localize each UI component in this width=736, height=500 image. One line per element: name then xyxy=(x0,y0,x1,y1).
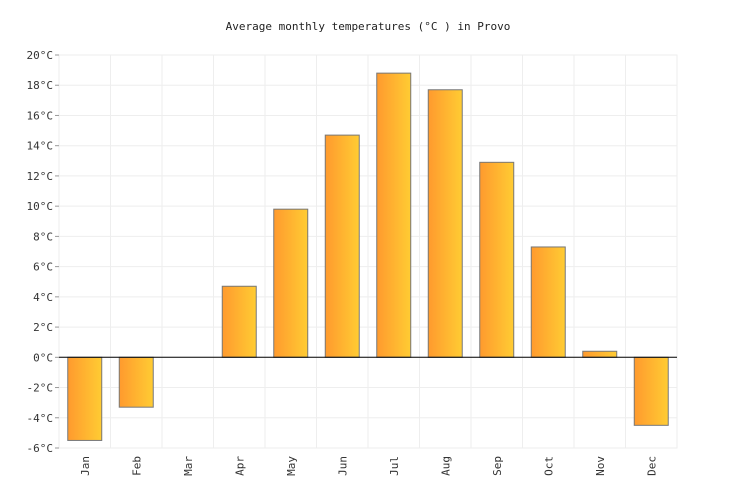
bar-nov xyxy=(582,350,618,358)
y-tick-label: 14°C xyxy=(27,140,54,153)
x-tick-label: Apr xyxy=(233,456,246,476)
axis-layer: 20°C 18°C 16°C 14°C 12°C 10°C 8°C 6°C 4°C 2°C 0°C -… xyxy=(27,49,677,476)
x-tick-label: Nov xyxy=(594,456,607,476)
bar-jul xyxy=(376,72,412,358)
bar-aug xyxy=(427,89,463,358)
x-tick-label: Jan xyxy=(79,456,92,476)
y-tick-label: 2°C xyxy=(33,321,53,334)
x-tick-label: Mar xyxy=(182,456,195,476)
bar-jan xyxy=(67,356,103,441)
y-tick-label: -6°C xyxy=(27,442,54,455)
bar-may xyxy=(273,208,309,358)
bar-feb xyxy=(118,356,154,408)
y-tick-label: 4°C xyxy=(33,291,53,304)
x-tick-label: Sep xyxy=(491,456,504,476)
x-tick-label: Jul xyxy=(388,456,401,476)
x-tick-label: Oct xyxy=(542,456,555,476)
y-tick-label: 0°C xyxy=(33,351,53,364)
chart-title: Average monthly temperatures (°C ) in Pr… xyxy=(225,20,511,33)
y-tick-label: -4°C xyxy=(27,412,54,425)
bar-dec xyxy=(633,356,669,426)
y-tick-label: 8°C xyxy=(33,230,53,243)
y-tick-label: 16°C xyxy=(27,109,54,122)
y-tick-label: -2°C xyxy=(27,382,54,395)
y-tick-label: 12°C xyxy=(27,170,54,183)
x-tick-label: Dec xyxy=(645,456,658,476)
bar-sep xyxy=(479,161,515,358)
bar-jun xyxy=(324,134,360,358)
x-tick-label: Aug xyxy=(439,456,452,476)
x-tick-label: Feb xyxy=(130,456,143,476)
y-tick-label: 6°C xyxy=(33,261,53,274)
y-tick-label: 10°C xyxy=(27,200,54,213)
y-tick-label: 18°C xyxy=(27,79,54,92)
x-tick-label: May xyxy=(285,456,298,476)
x-tick-label: Jun xyxy=(336,456,349,476)
bar-oct xyxy=(530,246,566,358)
bar-apr xyxy=(221,285,257,358)
y-tick-label: 20°C xyxy=(27,49,54,62)
